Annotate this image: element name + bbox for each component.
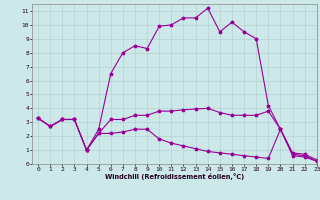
- X-axis label: Windchill (Refroidissement éolien,°C): Windchill (Refroidissement éolien,°C): [105, 173, 244, 180]
